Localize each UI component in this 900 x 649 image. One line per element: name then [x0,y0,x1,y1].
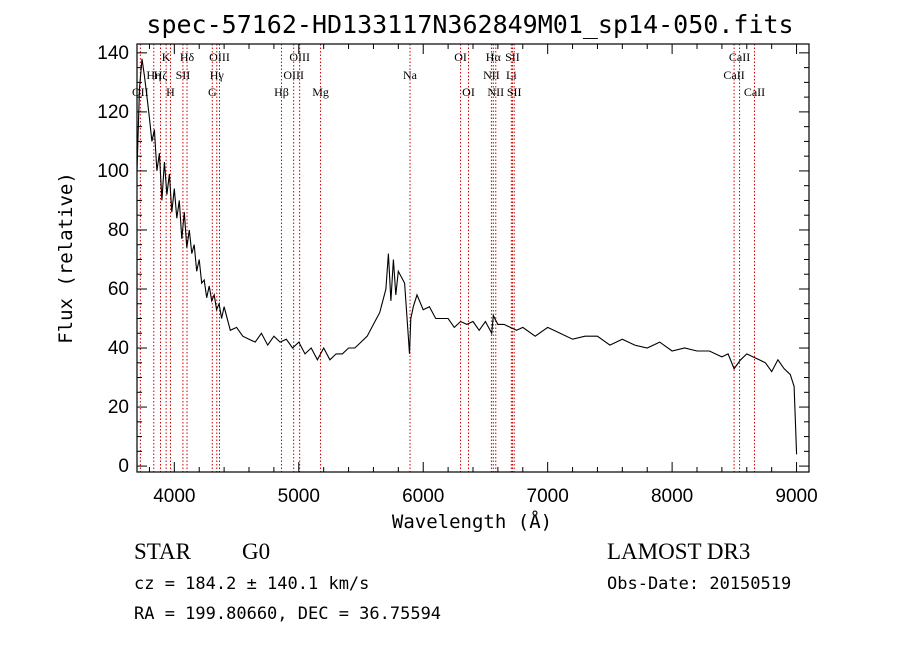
line-marker-label-7: G [208,85,217,99]
line-marker-label-15: OI [454,50,467,64]
x-tick-label: 7000 [527,486,569,507]
object-class: STAR [134,539,192,564]
y-tick-label: 100 [97,161,129,182]
line-marker-labels: OIIHηHζKHSIIHδGHγOIIIHβOIIIOIIIMgNaOIOIN… [132,50,765,99]
line-marker-label-14: Na [403,68,418,82]
plot-frame [136,43,810,473]
line-marker-label-21: SII [505,50,520,64]
y-tick-label: 60 [108,279,129,300]
y-tick-label: 80 [108,220,129,241]
x-tick-label: 6000 [402,486,444,507]
line-marker-label-9: OIII [209,50,230,64]
line-marker-label-18: Hα [486,50,502,64]
x-tick-label: 4000 [153,486,195,507]
line-marker-label-17: NII [483,68,500,82]
y-tick-label: 40 [108,338,129,359]
line-marker-label-0: OII [132,85,149,99]
line-marker-label-16: OI [462,85,475,99]
x-tick-label: 8000 [651,486,693,507]
axis-ticks: 4000 5000 6000 7000 8000 9000 0 20 40 60 80 100 120 1… [97,43,817,507]
line-marker-label-11: OIII [283,68,304,82]
line-marker-label-1: Hη [146,68,161,82]
y-tick-label: 120 [97,102,129,123]
line-marker-label-5: SII [176,68,191,82]
line-marker-label-4: H [166,85,175,99]
y-axis-label: Flux (relative) [55,172,77,344]
line-marker-label-13: Mg [312,85,329,99]
spectrum-line [136,58,798,455]
y-tick-label: 20 [108,397,129,418]
line-marker-label-22: SII [507,85,522,99]
line-marker-label-3: K [162,50,171,64]
line-marker-label-20: Li [506,68,517,82]
obs-date: Obs-Date: 20150519 [607,574,791,594]
redshift-text: cz = 184.2 ± 140.1 km/s [134,574,369,594]
coordinates: RA = 199.80660, DEC = 36.75594 [134,604,441,624]
x-tick-label: 5000 [278,486,320,507]
line-marker-label-24: CaII [729,50,750,64]
x-axis-label: Wavelength (Å) [392,510,552,533]
y-tick-label: 140 [97,43,129,64]
line-marker-label-10: Hβ [274,85,289,99]
line-marker-label-19: NII [487,85,504,99]
line-marker-label-23: CaII [723,68,744,82]
line-markers [139,44,755,472]
chart-title: spec-57162-HD133117N362849M01_sp14-050.f… [146,10,793,39]
y-tick-label: 0 [118,456,129,477]
line-marker-label-2: Hζ [154,68,168,82]
line-marker-label-12: OIII [289,50,310,64]
line-marker-label-8: Hγ [210,68,225,82]
line-marker-label-25: CaII [744,85,765,99]
survey-name: LAMOST DR3 [607,539,750,564]
object-subclass: G0 [242,539,270,564]
x-tick-label: 9000 [775,486,817,507]
line-marker-label-6: Hδ [180,50,195,64]
